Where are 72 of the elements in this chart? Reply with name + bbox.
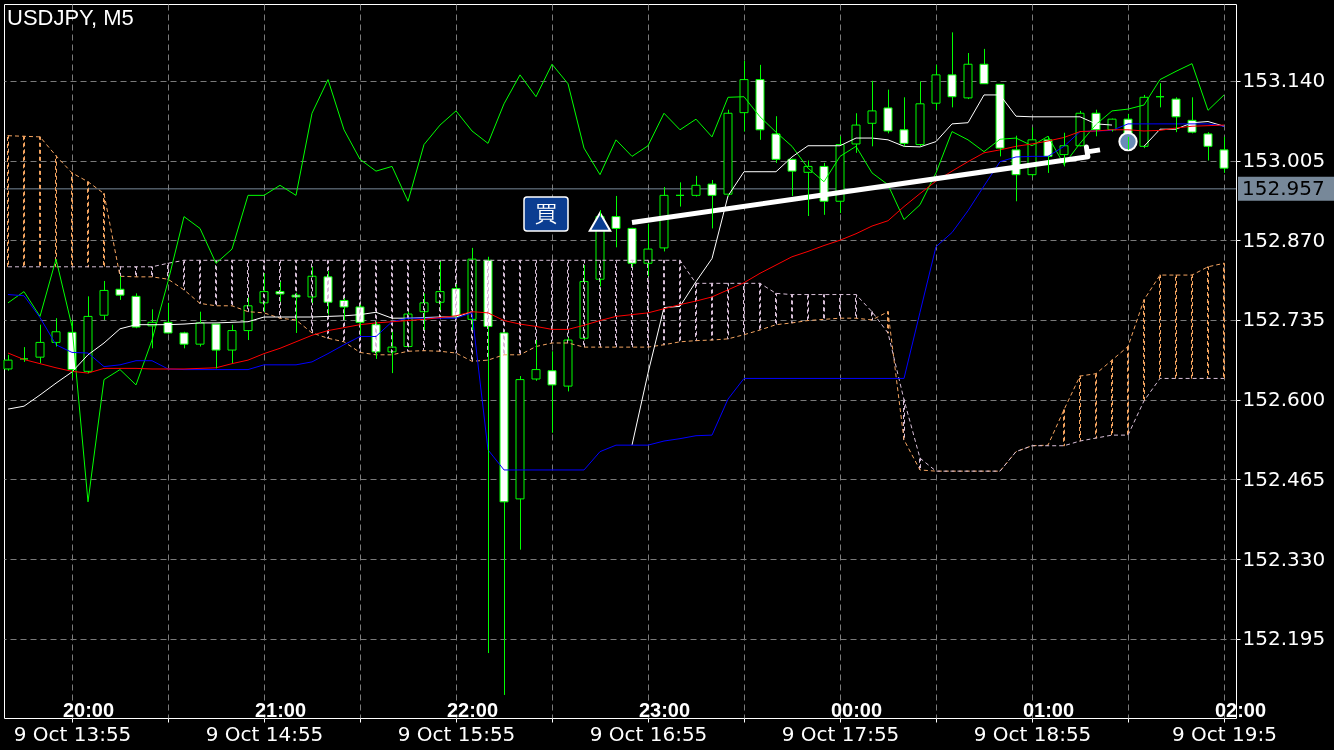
- x2-tick-label: 00:00: [830, 698, 883, 721]
- bar: [871, 311, 873, 321]
- bar: [1207, 266, 1209, 379]
- bar: [87, 181, 89, 268]
- bar: [711, 282, 713, 341]
- bar: [1127, 346, 1129, 436]
- bar: [887, 311, 889, 334]
- bar: [151, 266, 153, 278]
- line-series: [7, 63, 1225, 503]
- x-tick-label: 9 Oct 16:55: [589, 721, 708, 746]
- chart-title: USDJPY, M5: [7, 5, 134, 30]
- bar: [775, 292, 777, 326]
- bar: [743, 282, 745, 336]
- y-tick-label: 152.330: [1242, 546, 1326, 571]
- bar: [695, 282, 697, 342]
- candlestick: [691, 175, 701, 198]
- candlestick: [1091, 109, 1101, 137]
- x-tick-label: 9 Oct 17:55: [781, 721, 900, 746]
- x2-tick-label: 20:00: [62, 698, 115, 721]
- candlestick: [1219, 136, 1229, 174]
- bar: [855, 294, 857, 319]
- bar: [727, 282, 729, 340]
- x2-tick-label: 22:00: [446, 698, 499, 721]
- candlestick: [851, 112, 861, 154]
- series-label: 買: [535, 200, 557, 226]
- candlestick: [1059, 132, 1069, 167]
- x-tick-label: 9 Oct 19:5: [1172, 721, 1277, 746]
- y-tick-label: 152.465: [1242, 466, 1326, 491]
- bar: [103, 193, 105, 268]
- candlestick: [803, 160, 813, 217]
- bar: [759, 282, 761, 331]
- y-tick-label: 152.195: [1242, 626, 1326, 651]
- y-tick-label: 153.140: [1242, 68, 1326, 93]
- y-tick-label: 152.735: [1242, 307, 1326, 332]
- x-tick-label: 9 Oct 14:55: [205, 721, 324, 746]
- bar: [1063, 409, 1065, 447]
- bar: [71, 172, 73, 268]
- x2-tick-label: 01:00: [1022, 698, 1075, 721]
- y-tick-label: 152.870: [1242, 227, 1326, 252]
- bar: [903, 399, 905, 441]
- bar: [1191, 274, 1193, 379]
- bar: [135, 266, 137, 278]
- candlestick: [819, 162, 829, 216]
- y-tick-label: 152.600: [1242, 387, 1326, 412]
- candlestick: [883, 89, 893, 134]
- bar: [1111, 359, 1113, 436]
- x2-tick-label: 23:00: [638, 698, 691, 721]
- bar: [1175, 274, 1177, 379]
- candlestick: [947, 31, 957, 108]
- bar: [791, 294, 793, 324]
- candlestick: [979, 48, 989, 85]
- y-tick-label: 153.005: [1242, 148, 1326, 172]
- bar: [823, 294, 825, 320]
- x2-tick-label: 21:00: [254, 698, 307, 721]
- x-tick-label: 9 Oct 15:55: [397, 721, 516, 746]
- candlestick: [867, 80, 877, 147]
- candlestick: [547, 350, 557, 434]
- bar: [839, 294, 841, 319]
- bar: [55, 155, 57, 268]
- bar: [1143, 299, 1145, 402]
- candlestick: [787, 158, 797, 197]
- x-tick-label: 9 Oct 18:55: [973, 721, 1092, 746]
- bar: [119, 266, 121, 277]
- candlestick: [1203, 131, 1213, 161]
- bar: [807, 294, 809, 322]
- bar: [167, 262, 169, 280]
- bar: [1095, 373, 1097, 439]
- ref-line-label: 152.957: [1242, 175, 1325, 200]
- x-tick-label: 9 Oct 13:55: [13, 721, 132, 746]
- bar: [1159, 274, 1161, 379]
- bar: [1079, 375, 1081, 442]
- candlestick: [771, 115, 781, 164]
